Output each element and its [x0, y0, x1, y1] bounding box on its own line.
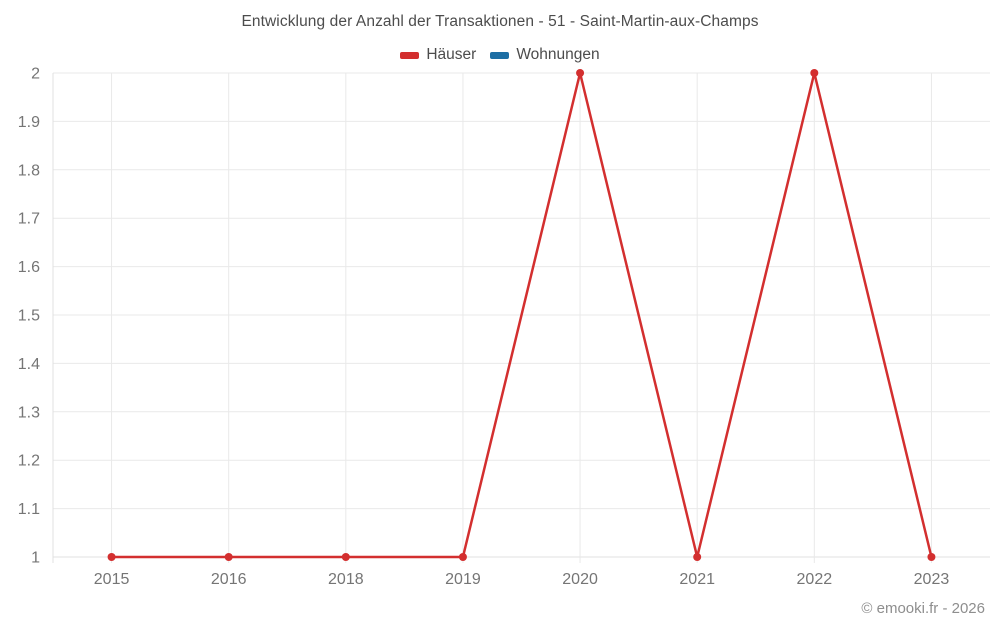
- y-axis-tick-label: 1.7: [18, 211, 40, 228]
- x-axis-tick-label: 2018: [328, 571, 364, 588]
- series-line-haeuser: [110, 71, 933, 559]
- y-axis-tick-label: 1.4: [18, 356, 40, 373]
- legend-swatch-icon: [490, 51, 510, 59]
- chart-title: Entwicklung der Anzahl der Transaktionen…: [241, 13, 759, 30]
- x-axis-tick-label: 2016: [211, 571, 247, 588]
- data-point: [341, 553, 350, 561]
- y-axis-tick-label: 1.9: [18, 114, 40, 131]
- y-axis-tick-label: 1.8: [18, 162, 40, 179]
- legend: Häuser Wohnungen: [0, 46, 1000, 64]
- x-axis-tick-label: 2015: [94, 571, 130, 588]
- x-axis-tick-label: 2023: [914, 571, 950, 588]
- data-point: [224, 553, 233, 561]
- y-axis-tick-label: 1.2: [18, 453, 40, 470]
- copyright-watermark: © emooki.fr - 2026: [861, 600, 985, 617]
- legend-label: Häuser: [426, 46, 477, 63]
- legend-item-haeuser[interactable]: Häuser: [400, 46, 476, 64]
- data-point: [576, 69, 585, 77]
- x-axis-tick-label: 2022: [797, 571, 833, 588]
- y-axis-tick-label: 1.1: [18, 501, 40, 518]
- y-axis-tick-label: 1.5: [18, 308, 40, 325]
- data-point: [107, 553, 116, 561]
- data-point: [458, 553, 467, 561]
- legend-item-wohnungen[interactable]: Wohnungen: [490, 46, 600, 64]
- x-axis-tick-label: 2020: [562, 571, 598, 588]
- data-point: [927, 553, 936, 561]
- data-point: [693, 553, 702, 561]
- y-axis-tick-label: 1.3: [18, 404, 40, 421]
- y-axis-tick-label: 1.6: [18, 259, 40, 276]
- y-axis-tick-label: 2: [31, 66, 40, 83]
- legend-swatch-icon: [400, 51, 420, 59]
- x-axis-tick-label: 2021: [679, 571, 715, 588]
- data-point: [810, 69, 819, 77]
- y-axis-tick-label: 1: [31, 550, 40, 567]
- x-axis-tick-label: 2019: [445, 571, 481, 588]
- legend-label: Wohnungen: [516, 46, 600, 63]
